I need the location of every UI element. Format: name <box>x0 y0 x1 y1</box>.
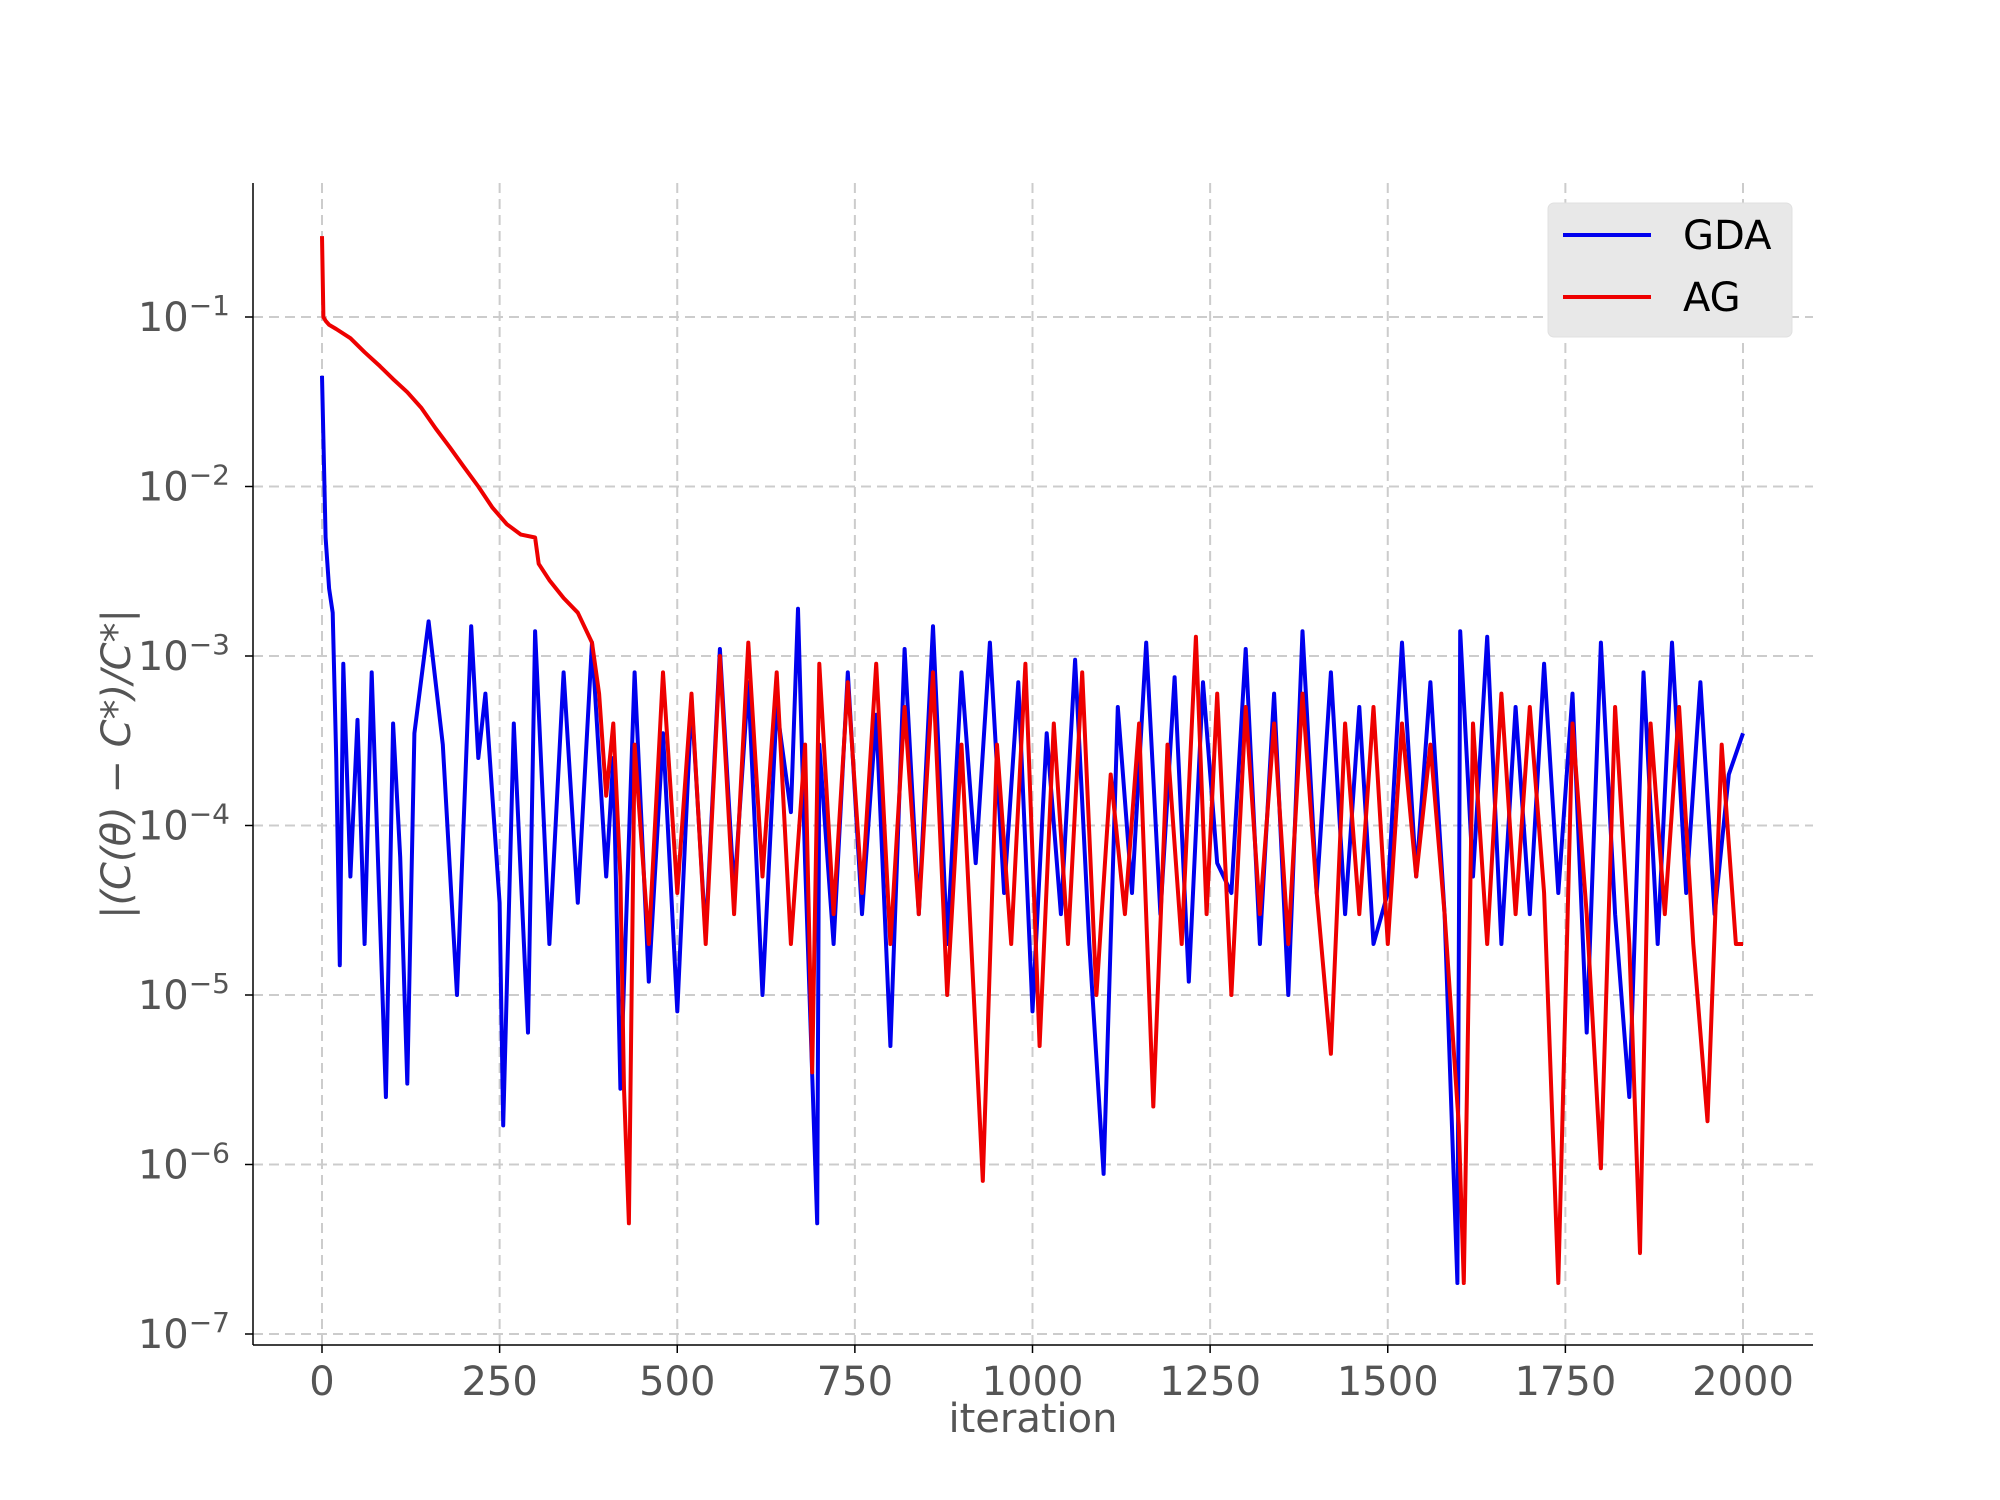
y-tick-label: 10−1 <box>138 289 230 341</box>
legend-label-ag: AG <box>1683 275 1741 321</box>
x-ticks: 0 250 500 750 1000 1250 1500 1750 2000 <box>309 1345 1794 1405</box>
y-ticks: 10−1 10−2 10−3 10−4 10−5 10−6 10−7 <box>138 289 253 1358</box>
x-tick-label: 2000 <box>1692 1359 1794 1405</box>
legend: GDA AG <box>1547 202 1793 338</box>
x-tick-label: 1750 <box>1514 1359 1616 1405</box>
y-tick-label: 10−6 <box>138 1137 230 1189</box>
x-tick-label: 1250 <box>1159 1359 1261 1405</box>
x-tick-label: 250 <box>461 1359 537 1405</box>
y-tick-label: 10−7 <box>138 1306 230 1358</box>
x-tick-label: 750 <box>817 1359 893 1405</box>
x-axis-label: iteration <box>949 1396 1118 1442</box>
y-tick-label: 10−2 <box>138 459 230 511</box>
x-tick-label: 500 <box>639 1359 715 1405</box>
x-tick-label: 0 <box>309 1359 334 1405</box>
series <box>320 236 1745 1285</box>
x-tick-label: 1500 <box>1337 1359 1439 1405</box>
grid <box>253 183 1813 1345</box>
y-axis-label: |(C(θ) − C*)/C*| <box>94 609 140 919</box>
y-tick-label: 10−4 <box>138 798 230 850</box>
x-tick-label: 1000 <box>982 1359 1084 1405</box>
legend-label-gda: GDA <box>1683 213 1772 259</box>
y-tick-label: 10−3 <box>138 628 230 680</box>
y-tick-label: 10−5 <box>138 967 230 1019</box>
series-line-gda <box>320 375 1745 1285</box>
series-line-ag <box>320 236 1743 1285</box>
